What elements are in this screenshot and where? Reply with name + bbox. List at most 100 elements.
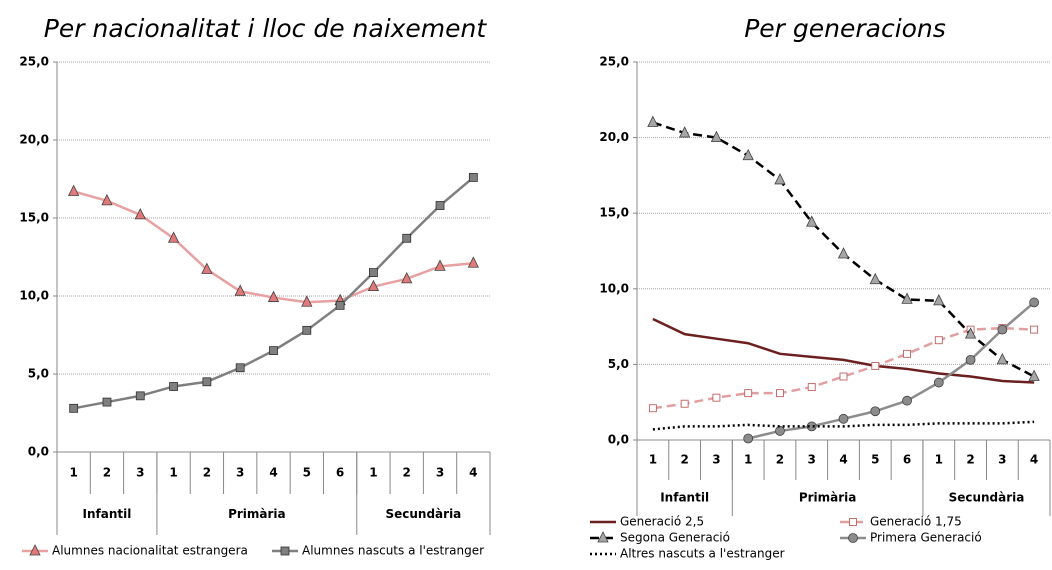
series-line: [747, 301, 1035, 440]
marker: [647, 115, 659, 127]
marker: [434, 259, 446, 271]
marker: [997, 324, 1008, 335]
x-tick-label: 1: [169, 466, 177, 480]
marker: [435, 201, 445, 210]
x-tick-label: 2: [403, 466, 411, 480]
x-tick-label: 5: [871, 453, 879, 467]
marker: [68, 184, 80, 196]
marker: [903, 349, 911, 358]
marker: [169, 382, 178, 391]
series-line: [73, 190, 474, 304]
legend-label: Altres nascuts a l'estranger: [620, 547, 785, 561]
y-tick-label: 5,0: [608, 357, 629, 371]
y-tick-label: 15,0: [19, 211, 49, 225]
y-tick-label: 25,0: [599, 55, 629, 69]
x-tick-label: 2: [103, 466, 111, 480]
legend-label: Primera Generació: [870, 531, 982, 545]
chart-title: Per generacions: [744, 14, 946, 43]
marker: [1028, 369, 1040, 381]
legend-label: Segona Generació: [620, 531, 730, 545]
marker: [965, 354, 976, 365]
marker: [135, 391, 145, 401]
x-tick-label: 3: [236, 466, 244, 480]
marker: [302, 325, 312, 335]
series-line: [652, 420, 1035, 431]
marker: [744, 389, 753, 398]
legend-marker: [597, 531, 609, 543]
x-tick-label: 3: [436, 466, 444, 480]
marker: [870, 406, 881, 417]
marker: [235, 363, 245, 373]
marker: [776, 389, 784, 398]
marker: [202, 377, 212, 387]
x-tick-label: 5: [303, 466, 311, 480]
marker: [134, 207, 146, 220]
marker: [837, 247, 850, 259]
x-tick-label: 2: [966, 453, 974, 467]
y-tick-label: 20,0: [19, 133, 49, 147]
x-tick-label: 1: [649, 453, 657, 467]
x-tick-label: 2: [680, 453, 688, 467]
marker: [712, 393, 721, 402]
marker: [933, 377, 944, 388]
marker: [742, 148, 754, 161]
marker: [234, 284, 246, 296]
x-tick-label: 3: [712, 453, 720, 467]
marker: [871, 361, 880, 370]
legend-marker: [848, 533, 858, 543]
marker: [69, 403, 79, 413]
series-line: [652, 317, 1035, 384]
marker: [467, 256, 479, 268]
legend-marker: [849, 518, 857, 526]
marker: [402, 233, 412, 243]
x-tick-label: 1: [744, 453, 752, 467]
marker: [743, 433, 754, 444]
x-tick-label: 4: [1030, 453, 1038, 467]
marker: [468, 173, 478, 182]
x-tick-label: 3: [808, 453, 816, 467]
x-tick-label: 4: [839, 453, 847, 467]
legend-label: Generació 2,5: [620, 515, 704, 529]
marker: [996, 352, 1008, 365]
marker: [774, 173, 786, 185]
y-tick-label: 15,0: [599, 206, 629, 220]
y-tick-label: 5,0: [28, 367, 49, 381]
y-tick-label: 10,0: [599, 281, 629, 295]
marker: [933, 294, 945, 306]
marker: [964, 327, 977, 339]
series-line: [652, 326, 1035, 410]
y-tick-label: 25,0: [19, 55, 49, 69]
marker: [335, 300, 345, 310]
marker: [102, 397, 112, 407]
x-tick-label: 6: [336, 466, 344, 480]
marker: [101, 193, 113, 206]
marker: [807, 383, 816, 392]
marker: [775, 426, 785, 436]
marker: [679, 126, 691, 138]
marker: [1030, 325, 1039, 334]
marker: [267, 290, 280, 302]
group-label: Primària: [799, 491, 857, 505]
x-tick-label: 4: [269, 466, 277, 480]
marker: [680, 399, 689, 408]
marker: [710, 130, 723, 143]
x-tick-label: 6: [903, 453, 911, 467]
group-label: Primària: [228, 507, 286, 521]
y-tick-label: 0,0: [608, 433, 629, 447]
legend-marker: [280, 546, 290, 556]
y-tick-label: 0,0: [28, 445, 49, 459]
marker: [369, 268, 378, 278]
x-tick-label: 3: [998, 453, 1006, 467]
legend-label: Generació 1,75: [870, 515, 962, 529]
x-tick-label: 4: [469, 466, 477, 480]
group-label: Infantil: [83, 507, 132, 521]
marker: [301, 295, 313, 307]
marker: [901, 292, 913, 304]
marker: [167, 231, 180, 243]
legend-label: Alumnes nacionalitat estrangera: [52, 544, 248, 558]
y-tick-label: 10,0: [19, 289, 49, 303]
marker: [1029, 297, 1040, 308]
legend-marker: [29, 544, 41, 556]
x-tick-label: 3: [136, 466, 144, 480]
marker: [269, 346, 278, 356]
